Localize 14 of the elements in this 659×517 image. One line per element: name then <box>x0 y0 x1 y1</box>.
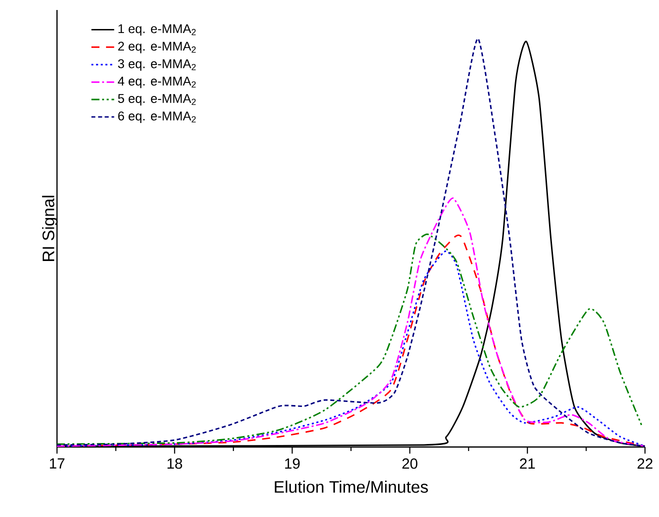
x-tick-label: 21 <box>520 458 535 469</box>
x-tick-label: 19 <box>285 458 300 469</box>
x-tick-label: 18 <box>168 458 182 469</box>
x-tick-label: 20 <box>402 458 418 469</box>
y-axis-title: RI Signal <box>42 196 58 261</box>
x-tick-label: 22 <box>638 458 652 469</box>
legend-label: 2 eq. e-MMA$_{2}$ <box>118 42 196 54</box>
legend-label: 6 eq. e-MMA$_{2}$ <box>118 112 196 123</box>
legend-label: 4 eq. e-MMA$_{2}$ <box>118 76 196 88</box>
legend-label: 5 eq. e-MMA$_{2}$ <box>118 94 196 106</box>
x-axis-title: Elution Time/Minutes <box>274 480 428 493</box>
legend-label: 3 eq. e-MMA$_{2}$ <box>118 59 196 71</box>
x-tick-label: 17 <box>50 458 64 468</box>
legend-label: 1 eq. e-MMA$_{2}$ <box>118 24 196 36</box>
